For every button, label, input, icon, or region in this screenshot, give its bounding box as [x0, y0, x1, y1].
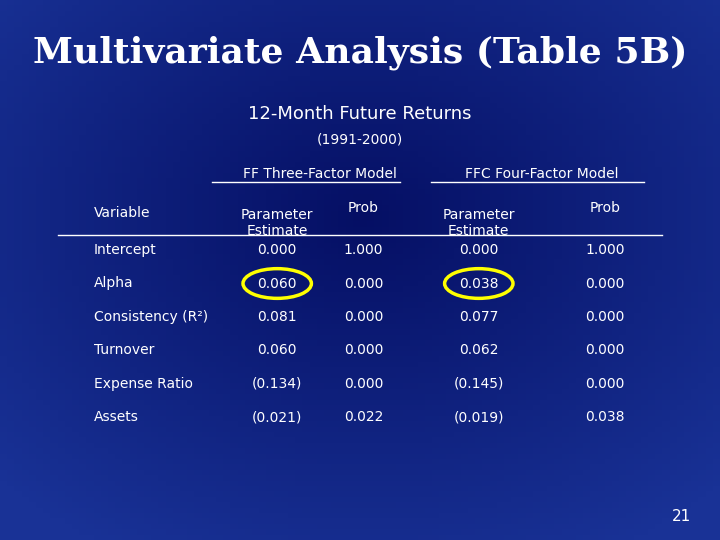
Text: 0.081: 0.081	[257, 310, 297, 324]
Text: Consistency (R²): Consistency (R²)	[94, 310, 208, 324]
Text: Expense Ratio: Expense Ratio	[94, 377, 193, 391]
Text: Parameter
Estimate: Parameter Estimate	[443, 208, 515, 238]
Text: (0.021): (0.021)	[252, 410, 302, 424]
Text: 0.000: 0.000	[344, 377, 383, 391]
Text: 0.077: 0.077	[459, 310, 498, 324]
Text: 21: 21	[672, 509, 691, 524]
Text: (0.134): (0.134)	[252, 377, 302, 391]
Text: 0.038: 0.038	[585, 410, 624, 424]
Text: 0.060: 0.060	[258, 343, 297, 357]
Text: Multivariate Analysis (Table 5B): Multivariate Analysis (Table 5B)	[32, 35, 688, 70]
Text: 1.000: 1.000	[585, 243, 624, 257]
Text: FFC Four-Factor Model: FFC Four-Factor Model	[465, 167, 618, 181]
Text: Alpha: Alpha	[94, 276, 133, 291]
Text: 12-Month Future Returns: 12-Month Future Returns	[248, 105, 472, 123]
Text: 0.000: 0.000	[585, 276, 624, 291]
Text: (1991-2000): (1991-2000)	[317, 133, 403, 147]
Text: (0.019): (0.019)	[454, 410, 504, 424]
Text: Variable: Variable	[94, 206, 150, 220]
Text: 0.000: 0.000	[344, 310, 383, 324]
Text: 1.000: 1.000	[344, 243, 383, 257]
Text: 0.022: 0.022	[344, 410, 383, 424]
Text: 0.000: 0.000	[585, 377, 624, 391]
Text: 0.062: 0.062	[459, 343, 498, 357]
Text: Prob: Prob	[589, 201, 621, 215]
Text: Assets: Assets	[94, 410, 138, 424]
Text: 0.038: 0.038	[459, 276, 498, 291]
Text: 0.000: 0.000	[258, 243, 297, 257]
Text: 0.000: 0.000	[344, 343, 383, 357]
Text: 0.000: 0.000	[459, 243, 498, 257]
Text: 0.000: 0.000	[585, 310, 624, 324]
Text: 0.000: 0.000	[344, 276, 383, 291]
Text: Turnover: Turnover	[94, 343, 154, 357]
Text: 0.000: 0.000	[585, 343, 624, 357]
Text: (0.145): (0.145)	[454, 377, 504, 391]
Text: Prob: Prob	[348, 201, 379, 215]
Text: 0.060: 0.060	[258, 276, 297, 291]
Text: Intercept: Intercept	[94, 243, 156, 257]
Text: FF Three-Factor Model: FF Three-Factor Model	[243, 167, 397, 181]
Text: Parameter
Estimate: Parameter Estimate	[241, 208, 313, 238]
